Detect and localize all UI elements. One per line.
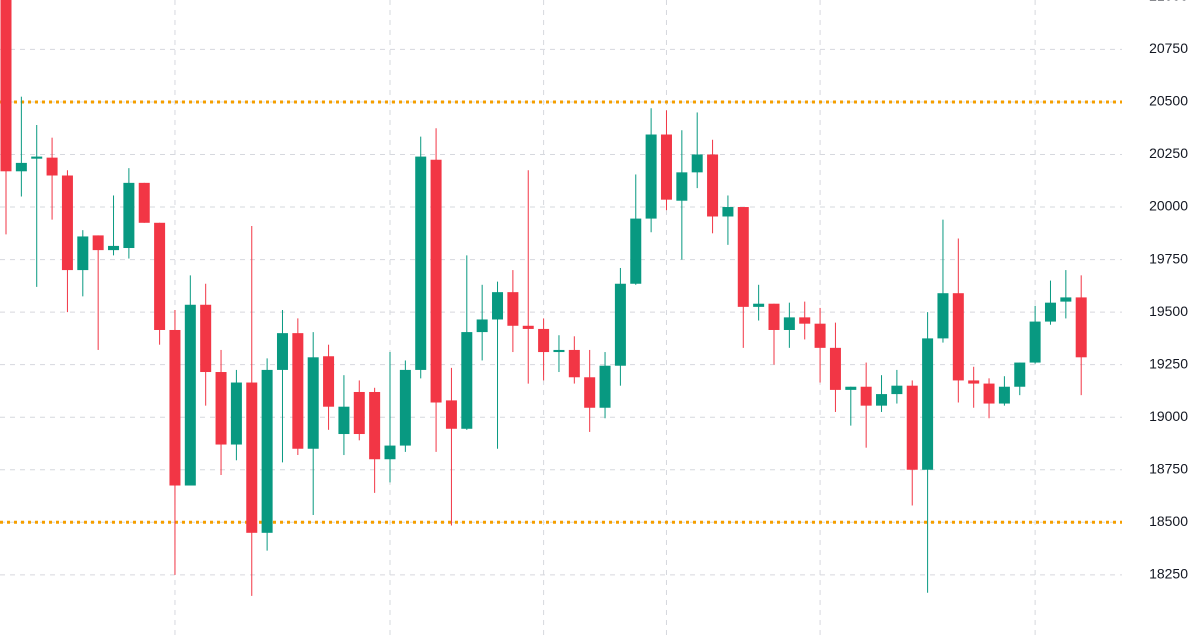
candle-body [753, 303, 765, 307]
candle-body [1029, 321, 1041, 363]
candle-body [292, 333, 304, 449]
candle-body [983, 383, 995, 404]
candle-body [323, 356, 335, 407]
y-tick-label: 19500 [1149, 303, 1188, 319]
candle-body [860, 386, 872, 406]
x-tick-label: 5 [663, 639, 671, 640]
candle-body [568, 349, 580, 378]
candle-body [829, 347, 841, 390]
candle-body [676, 172, 688, 201]
candle-body [814, 323, 826, 348]
x-tick-label: Oct [533, 639, 555, 640]
x-tick-label: 10 [812, 639, 828, 640]
candle-body [138, 182, 150, 223]
y-tick-label: 19250 [1149, 355, 1188, 371]
y-tick-label: 18500 [1149, 513, 1188, 529]
candle-body [353, 391, 365, 435]
candle-body [307, 357, 319, 449]
y-tick-label: 18750 [1149, 460, 1188, 476]
y-tick-label: 19750 [1149, 250, 1188, 266]
candle-body [77, 236, 89, 271]
candle-body [906, 385, 918, 470]
candle-body [707, 154, 719, 217]
y-tick-label: 21000 [1149, 0, 1188, 4]
candle-body [276, 333, 288, 370]
y-tick-label: 20500 [1149, 93, 1188, 109]
candle-body [0, 0, 12, 172]
candle-body [215, 372, 227, 445]
candle-body [415, 156, 427, 370]
candle-body [461, 332, 473, 429]
candle-body [584, 377, 596, 408]
candle-body [660, 134, 672, 200]
candle-body [399, 369, 411, 446]
candle-body [108, 245, 120, 251]
candle-body [522, 325, 534, 329]
candle-body [507, 292, 519, 326]
candle-body [952, 293, 964, 381]
candle-body [169, 329, 181, 486]
candle-body [369, 391, 381, 460]
candle-body [737, 207, 749, 307]
candle-body [937, 293, 949, 339]
candle-body [630, 218, 642, 284]
candle-body [31, 156, 43, 159]
candle-body [246, 382, 258, 533]
candle-body [799, 317, 811, 324]
candle-body [46, 157, 58, 176]
candle-body [876, 394, 888, 406]
y-tick-label: 20250 [1149, 145, 1188, 161]
x-tick-label: 17 [1027, 639, 1043, 640]
candle-body [998, 386, 1010, 404]
candle-body [768, 303, 780, 330]
candle-body [445, 400, 457, 429]
candle-body [553, 349, 565, 353]
candle-body [200, 304, 212, 373]
candle-body [845, 386, 857, 390]
candle-body [154, 222, 166, 330]
candle-body [691, 154, 703, 173]
y-tick-label: 18250 [1149, 566, 1188, 582]
candle-body [61, 175, 73, 271]
y-tick-label: 20750 [1149, 40, 1188, 56]
candle-body [783, 317, 795, 330]
candle-body [645, 134, 657, 219]
x-tick-label: 26 [382, 639, 398, 640]
candle-body [338, 406, 350, 435]
candle-body [1044, 302, 1056, 322]
candle-body [1014, 362, 1026, 387]
candle-body [538, 328, 550, 353]
candle-body [492, 292, 504, 320]
candle-body [722, 207, 734, 217]
candle-body [123, 182, 135, 249]
candle-body [476, 319, 488, 333]
candle-body [1075, 297, 1087, 358]
x-tick-label: 19 [167, 639, 183, 640]
candle-body [92, 235, 104, 251]
candle-body [614, 283, 626, 366]
candle-body [599, 365, 611, 408]
candle-body [891, 385, 903, 395]
candle-body [430, 159, 442, 403]
candle-body [922, 338, 934, 470]
candle-body [184, 304, 196, 486]
candle-body [968, 380, 980, 384]
candle-body [384, 445, 396, 460]
y-tick-label: 19000 [1149, 408, 1188, 424]
candle-body [1060, 297, 1072, 302]
candle-body [261, 369, 273, 533]
candle-body [15, 162, 27, 172]
candle-body [230, 382, 242, 445]
y-tick-label: 20000 [1149, 198, 1188, 214]
